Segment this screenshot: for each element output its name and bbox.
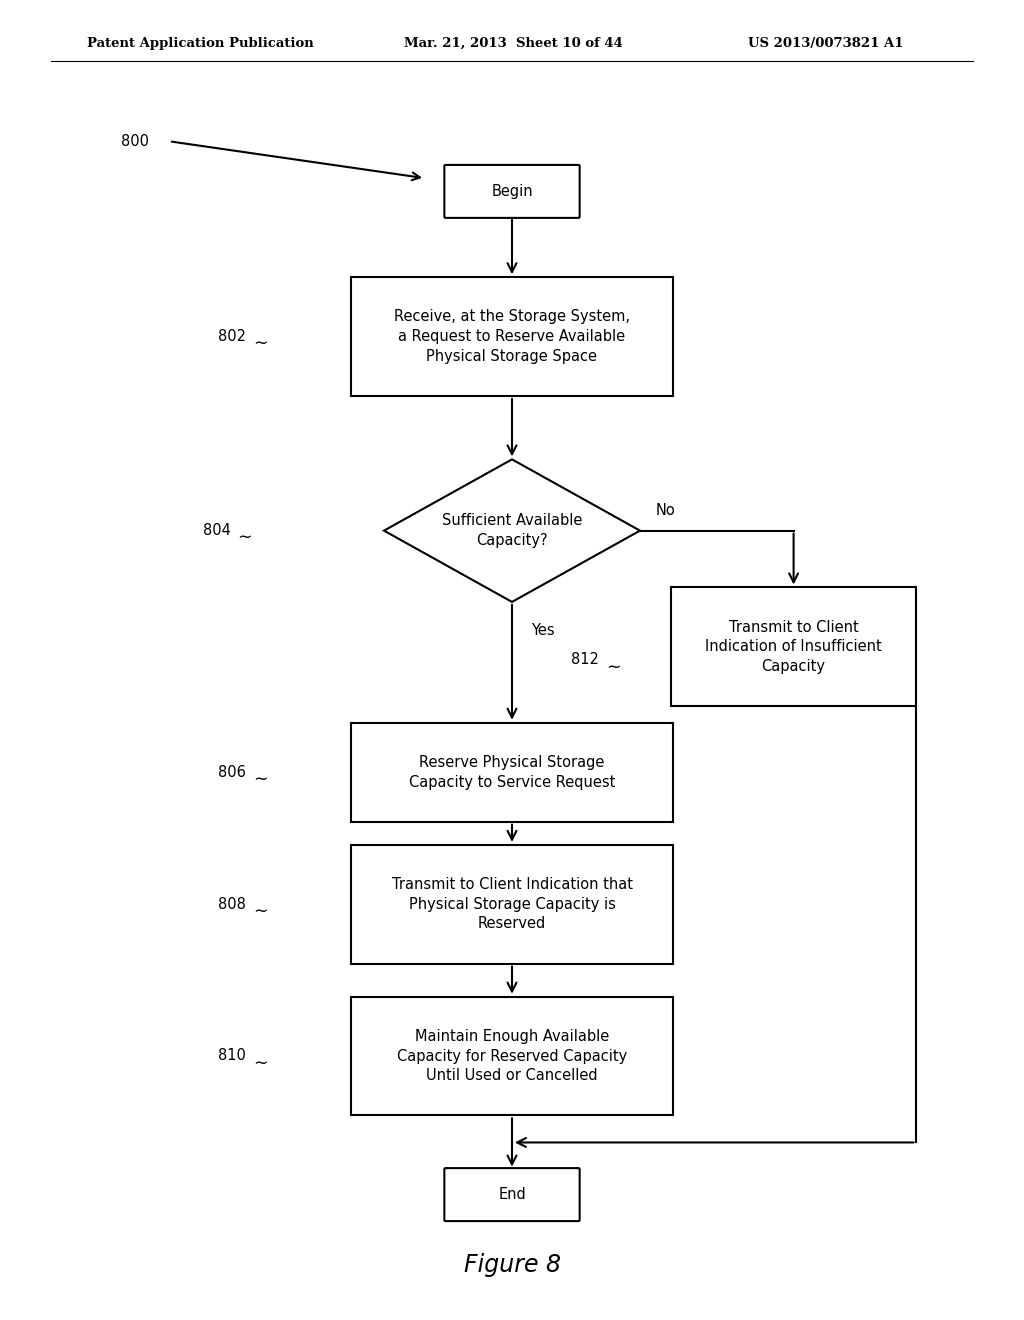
FancyBboxPatch shape [671,587,916,706]
Text: Patent Application Publication: Patent Application Publication [87,37,313,50]
Text: 804: 804 [203,523,230,539]
Text: Maintain Enough Available
Capacity for Reserved Capacity
Until Used or Cancelled: Maintain Enough Available Capacity for R… [397,1028,627,1084]
Text: Mar. 21, 2013  Sheet 10 of 44: Mar. 21, 2013 Sheet 10 of 44 [404,37,624,50]
Text: Transmit to Client Indication that
Physical Storage Capacity is
Reserved: Transmit to Client Indication that Physi… [391,876,633,932]
Polygon shape [384,459,640,602]
FancyBboxPatch shape [350,997,674,1115]
FancyBboxPatch shape [444,165,580,218]
Text: 800: 800 [121,133,148,149]
Text: ∼: ∼ [238,528,252,546]
Text: ∼: ∼ [253,770,267,788]
Text: Begin: Begin [492,183,532,199]
FancyBboxPatch shape [350,845,674,964]
Text: ∼: ∼ [253,334,267,352]
Text: Transmit to Client
Indication of Insufficient
Capacity: Transmit to Client Indication of Insuffi… [706,619,882,675]
FancyBboxPatch shape [444,1168,580,1221]
Text: 802: 802 [218,329,246,345]
Text: US 2013/0073821 A1: US 2013/0073821 A1 [748,37,903,50]
Text: ∼: ∼ [253,902,267,920]
Text: 808: 808 [218,896,246,912]
Text: ∼: ∼ [253,1053,267,1072]
FancyBboxPatch shape [350,722,674,821]
Text: 806: 806 [218,764,246,780]
FancyBboxPatch shape [350,277,674,396]
Text: No: No [655,503,676,519]
Text: ∼: ∼ [606,657,621,676]
Text: Receive, at the Storage System,
a Request to Reserve Available
Physical Storage : Receive, at the Storage System, a Reques… [394,309,630,364]
Text: Reserve Physical Storage
Capacity to Service Request: Reserve Physical Storage Capacity to Ser… [409,755,615,789]
Text: End: End [498,1187,526,1203]
Text: Yes: Yes [530,623,555,639]
Text: Sufficient Available
Capacity?: Sufficient Available Capacity? [441,513,583,548]
Text: 812: 812 [571,652,599,668]
Text: 810: 810 [218,1048,246,1064]
Text: Figure 8: Figure 8 [464,1253,560,1276]
